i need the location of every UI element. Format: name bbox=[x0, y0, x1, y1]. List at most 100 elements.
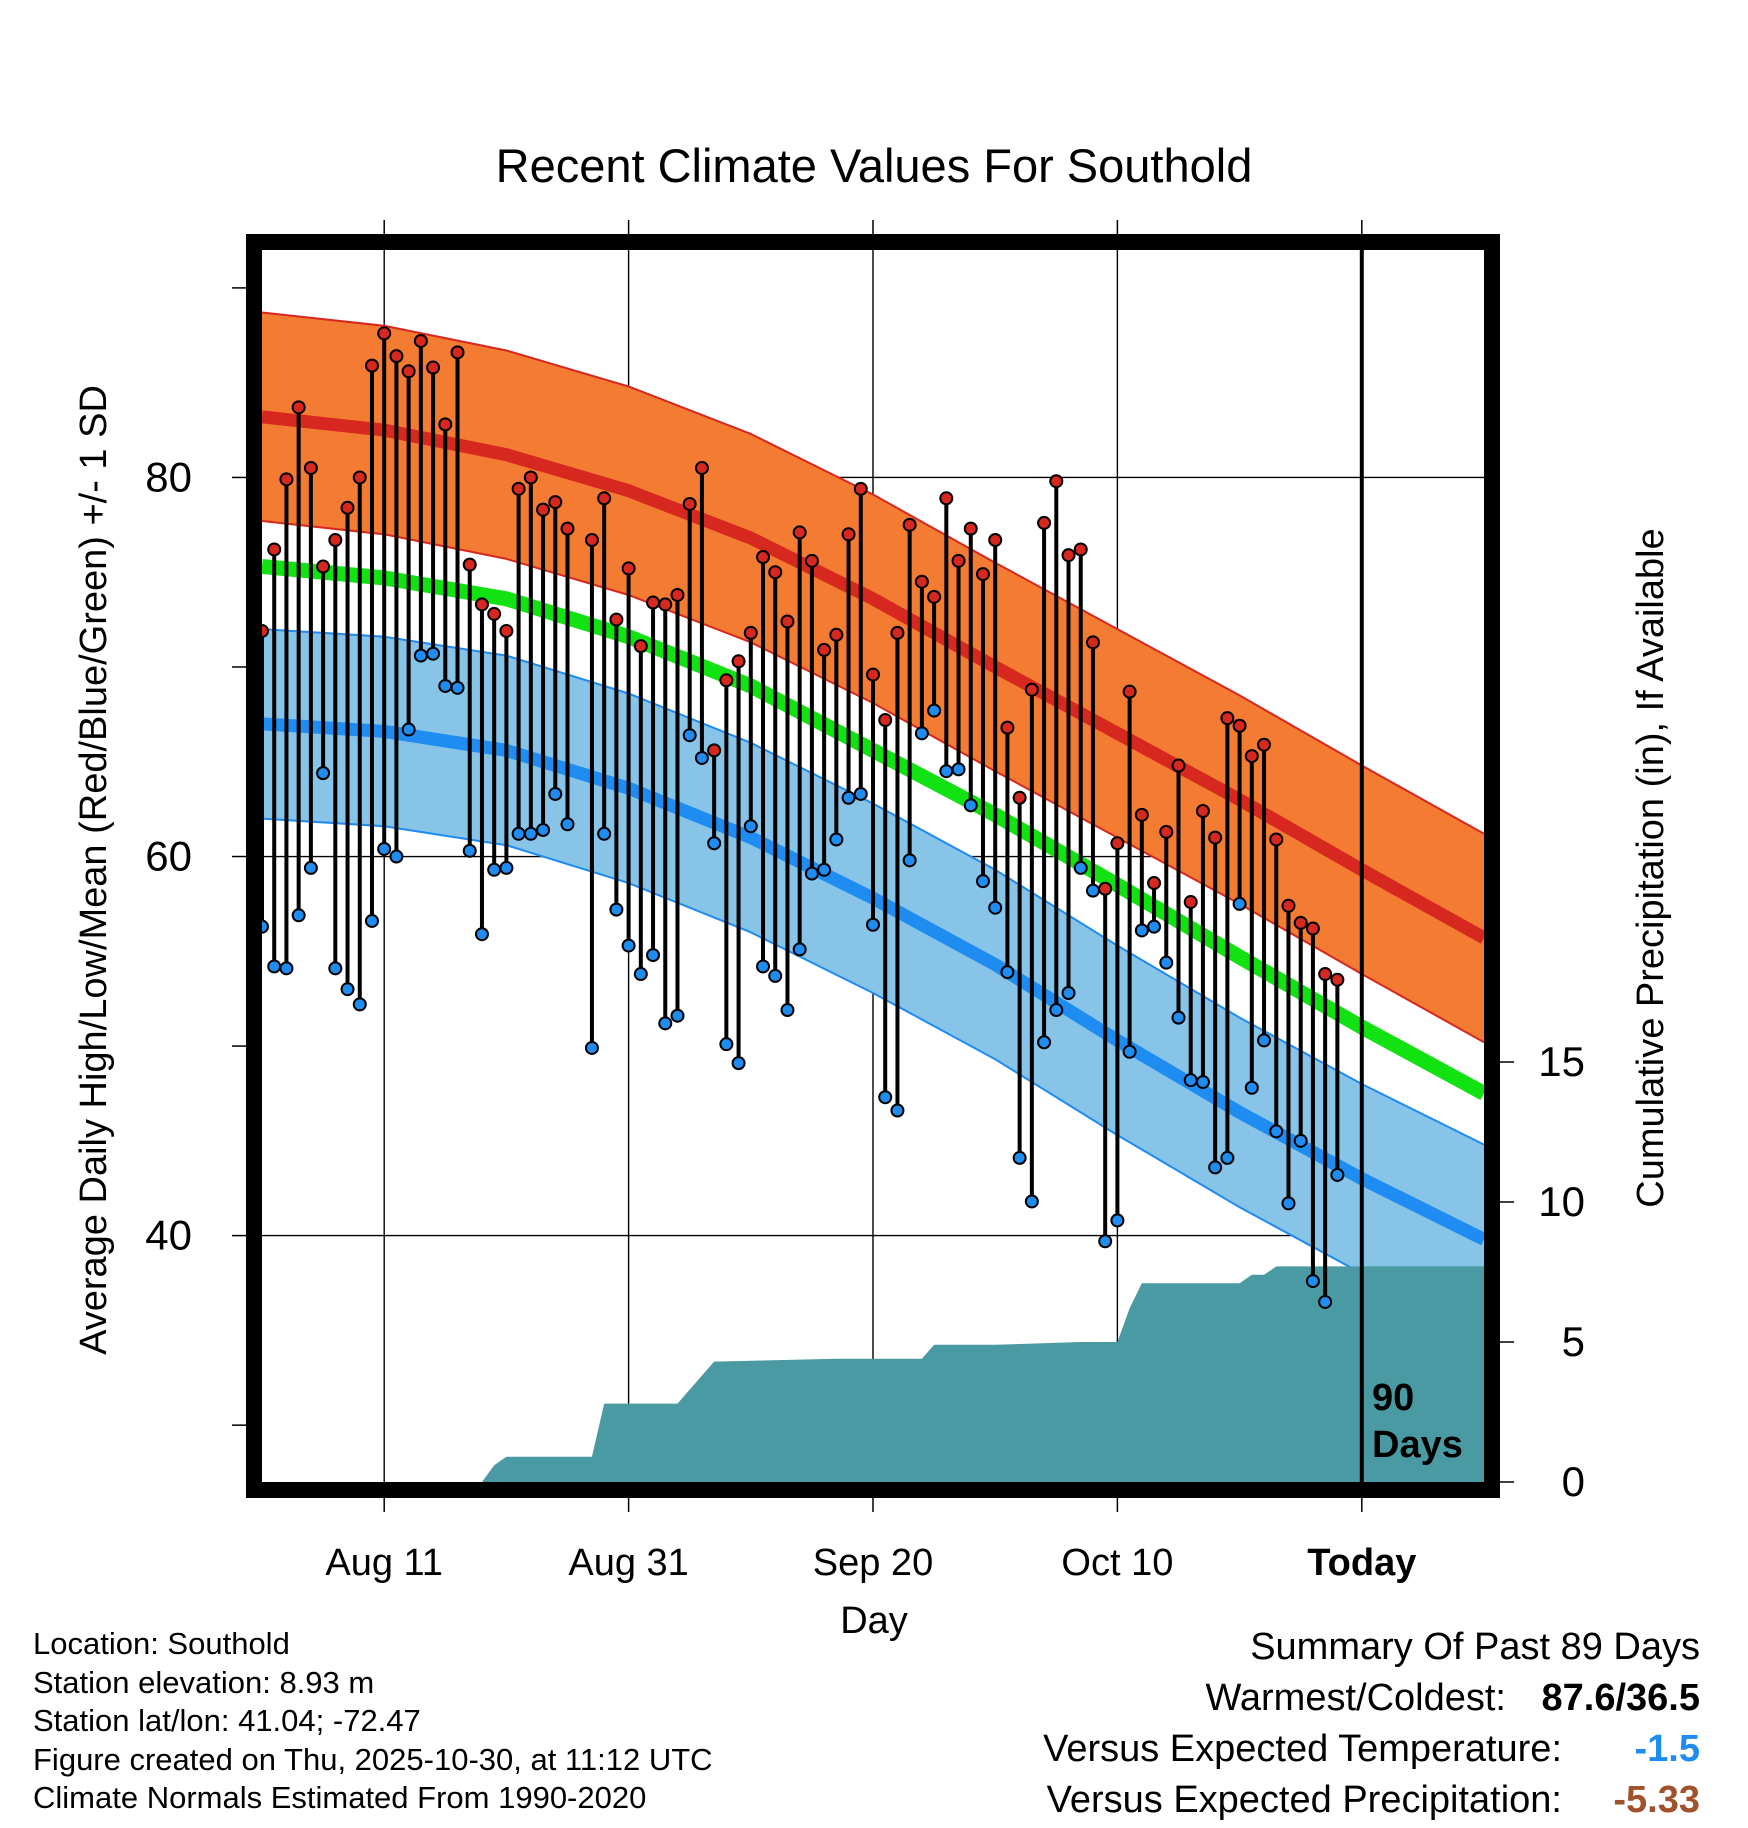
info-normals: Climate Normals Estimated From 1990-2020 bbox=[33, 1780, 647, 1815]
daily-low-point bbox=[536, 822, 551, 837]
daily-high-point bbox=[1330, 972, 1345, 987]
x-tick-label: Oct 10 bbox=[1061, 1542, 1173, 1584]
daily-low-point bbox=[1134, 923, 1149, 938]
daily-low-point bbox=[890, 1103, 905, 1118]
daily-high-point bbox=[548, 495, 563, 510]
daily-low-point bbox=[866, 917, 880, 932]
daily-high-point bbox=[1085, 635, 1100, 650]
daily-low-point bbox=[413, 648, 428, 663]
summary-panel: Summary Of Past 89 Days Warmest/Coldest:… bbox=[1043, 1622, 1700, 1826]
daily-high-point bbox=[1000, 720, 1015, 735]
daily-low-point bbox=[939, 764, 954, 779]
temp-label: Versus Expected Temperature: bbox=[1043, 1728, 1562, 1770]
warm-cold-value: 87.6/36.5 bbox=[1541, 1677, 1700, 1719]
plot-frame bbox=[246, 234, 1500, 1498]
daily-high-point bbox=[682, 496, 697, 511]
station-info: Location: Southold Station elevation: 8.… bbox=[33, 1625, 713, 1818]
daily-high-point bbox=[340, 500, 355, 515]
daily-high-point bbox=[1110, 836, 1125, 851]
daily-high-point bbox=[609, 612, 624, 627]
daily-low-point bbox=[1147, 919, 1162, 934]
today-label-number: 90 bbox=[1372, 1377, 1414, 1419]
daily-low-point bbox=[927, 703, 942, 718]
daily-low-point bbox=[951, 762, 966, 777]
daily-low-point bbox=[1171, 1010, 1186, 1025]
info-latlon: Station lat/lon: 41.04; -72.47 bbox=[33, 1703, 421, 1738]
daily-high-point bbox=[633, 639, 648, 654]
daily-low-point bbox=[328, 961, 343, 976]
daily-high-point bbox=[658, 597, 673, 612]
chart-title: Recent Climate Values For Southold bbox=[496, 139, 1253, 192]
daily-high-point bbox=[975, 567, 990, 582]
y-tick-label: 60 bbox=[145, 833, 192, 880]
daily-high-point bbox=[328, 532, 343, 547]
daily-high-point bbox=[352, 470, 367, 485]
daily-high-point bbox=[914, 574, 929, 589]
daily-low-point bbox=[670, 1008, 685, 1023]
daily-high-point bbox=[536, 502, 551, 517]
daily-low-point bbox=[878, 1090, 893, 1105]
temp-value: -1.5 bbox=[1634, 1728, 1700, 1770]
daily-high-point bbox=[1208, 830, 1223, 845]
daily-low-point bbox=[1318, 1294, 1333, 1309]
daily-low-point bbox=[499, 860, 514, 875]
y2-axis-label: Cumulative Precipitation (in), If Availa… bbox=[1630, 528, 1672, 1207]
daily-low-point bbox=[719, 1037, 734, 1052]
daily-low-point bbox=[352, 997, 367, 1012]
daily-high-point bbox=[866, 667, 880, 682]
daily-high-point bbox=[303, 460, 318, 475]
daily-low-point bbox=[743, 819, 758, 834]
daily-low-point bbox=[829, 832, 844, 847]
precip-value: -5.33 bbox=[1613, 1779, 1700, 1821]
daily-low-point bbox=[988, 900, 1003, 915]
daily-low-point bbox=[1073, 860, 1088, 875]
daily-high-point bbox=[474, 597, 489, 612]
daily-low-point bbox=[1012, 1150, 1027, 1165]
cumulative-precip-area bbox=[262, 1266, 1484, 1482]
daily-low-point bbox=[450, 680, 465, 695]
daily-high-point bbox=[262, 623, 269, 638]
daily-high-point bbox=[731, 654, 746, 669]
daily-low-point bbox=[291, 908, 306, 923]
daily-low-point bbox=[364, 913, 379, 928]
daily-low-point bbox=[1098, 1234, 1113, 1249]
daily-high-point bbox=[780, 614, 795, 629]
daily-high-point bbox=[438, 417, 453, 432]
daily-low-point bbox=[963, 798, 978, 813]
daily-low-point bbox=[462, 843, 477, 858]
daily-high-point bbox=[719, 673, 734, 688]
daily-low-point bbox=[1159, 955, 1174, 970]
daily-low-point bbox=[303, 860, 318, 875]
today-label-days: Days bbox=[1372, 1424, 1463, 1466]
daily-low-point bbox=[694, 750, 709, 765]
daily-low-point bbox=[1000, 965, 1015, 980]
daily-low-point bbox=[340, 982, 355, 997]
daily-high-point bbox=[279, 472, 294, 487]
daily-low-point bbox=[1269, 1124, 1284, 1139]
daily-low-point bbox=[1244, 1080, 1259, 1095]
daily-low-point bbox=[1122, 1044, 1137, 1059]
daily-low-point bbox=[560, 817, 575, 832]
daily-high-point bbox=[646, 595, 661, 610]
high-band-upper-edge bbox=[262, 311, 1484, 835]
daily-high-point bbox=[499, 623, 514, 638]
x-tick-label: Sep 20 bbox=[813, 1542, 933, 1584]
summary-temp-row: Versus Expected Temperature: -1.5 bbox=[1043, 1724, 1700, 1775]
daily-high-point bbox=[1037, 515, 1052, 530]
daily-high-point bbox=[462, 557, 477, 572]
info-created: Figure created on Thu, 2025-10-30, at 11… bbox=[33, 1741, 713, 1777]
daily-high-point bbox=[939, 491, 954, 506]
daily-high-point bbox=[1159, 824, 1174, 839]
daily-high-point bbox=[890, 625, 905, 640]
x-tick-label: Aug 11 bbox=[325, 1542, 443, 1584]
y-tick-label: 40 bbox=[145, 1212, 192, 1259]
daily-low-point bbox=[1085, 883, 1100, 898]
daily-high-point bbox=[1318, 967, 1333, 982]
daily-high-point bbox=[316, 559, 331, 574]
daily-high-point bbox=[841, 527, 856, 542]
daily-high-point bbox=[988, 532, 1003, 547]
daily-high-point bbox=[523, 470, 538, 485]
daily-high-point bbox=[902, 517, 917, 532]
daily-high-point bbox=[670, 587, 685, 602]
y-tick-label: 80 bbox=[145, 453, 192, 500]
